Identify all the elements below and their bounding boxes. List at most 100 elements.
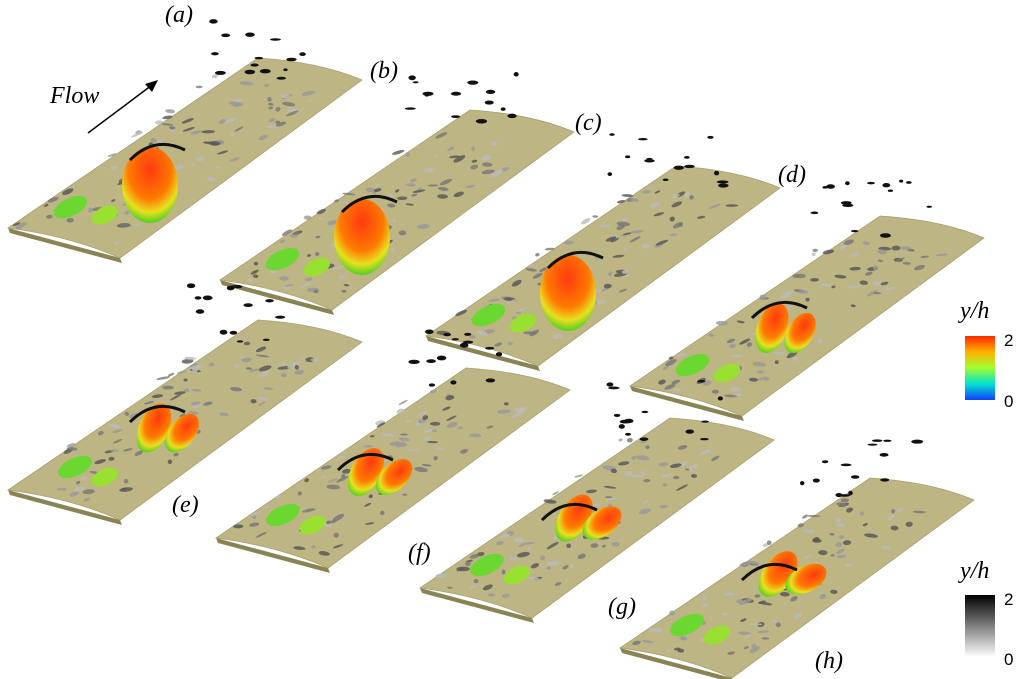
- vortex-high: [263, 339, 270, 341]
- vortex-high: [674, 166, 684, 170]
- colorbar-tick: 2: [1004, 590, 1013, 609]
- vortex-high: [501, 107, 506, 111]
- vortex-high: [196, 309, 205, 314]
- vortex-high: [203, 296, 213, 301]
- vortex-high: [640, 437, 649, 441]
- vortex: [313, 289, 318, 293]
- vortex-high: [251, 63, 259, 66]
- vortex-high: [842, 204, 853, 207]
- vortex: [167, 372, 174, 377]
- vortex-high: [221, 33, 230, 37]
- vortex-high: [231, 285, 238, 288]
- vortex-high: [867, 444, 877, 446]
- vortex-high: [899, 180, 903, 183]
- vortex-high: [507, 114, 516, 119]
- panel-label: (c): [575, 110, 602, 136]
- vortex-high: [514, 72, 519, 77]
- vortex-high: [452, 338, 459, 340]
- vortex-high: [697, 380, 705, 383]
- vortex-high: [476, 119, 487, 124]
- vortex-high: [888, 190, 893, 192]
- vortex-high: [718, 396, 723, 400]
- vortex-high: [283, 68, 287, 71]
- colorbar-title: y/h: [958, 558, 989, 584]
- vortex-high: [851, 230, 858, 232]
- figure: Flow y/h 2 0 y/h 2 0 (a)(b)(c)(d)(e)(f)(…: [0, 0, 1020, 679]
- panel-label: (h): [815, 648, 843, 674]
- vortex-high: [685, 430, 694, 434]
- vortex-high: [822, 460, 828, 463]
- vortex-high: [883, 440, 891, 442]
- vortex-high: [405, 107, 416, 109]
- flow-label: Flow: [49, 83, 99, 109]
- vortex-high: [485, 347, 494, 350]
- vortex-high: [880, 478, 889, 481]
- vortex-high: [841, 464, 852, 467]
- vortex-high: [880, 233, 891, 237]
- vortex-high: [625, 155, 630, 158]
- vortex-high: [684, 165, 695, 168]
- vortex-high: [707, 136, 713, 139]
- panel-label: (g): [608, 594, 636, 620]
- vortex-high: [641, 411, 648, 413]
- colorbar-tick: 2: [1004, 331, 1013, 350]
- colorbar-tick: 0: [1004, 392, 1013, 411]
- vortex-high: [700, 438, 709, 440]
- vortex-high: [245, 70, 256, 74]
- panel-label: (a): [165, 2, 193, 28]
- panel-label: (d): [778, 162, 806, 188]
- vortex: [792, 274, 799, 278]
- vortex-high: [608, 172, 613, 176]
- vortex-high: [408, 360, 419, 364]
- vortex: [802, 514, 809, 520]
- flow-arrow-head: [145, 80, 158, 92]
- vortex-high: [187, 283, 195, 288]
- vortex: [592, 215, 598, 218]
- vortex: [627, 438, 634, 443]
- vortex-high: [800, 481, 804, 485]
- colorbar: [965, 595, 995, 657]
- vortex: [702, 596, 707, 600]
- vortex-high: [911, 440, 923, 444]
- vortex-high: [255, 57, 264, 59]
- vortex-high: [811, 211, 819, 214]
- vortex-high: [464, 333, 471, 336]
- vortex-high: [496, 352, 502, 356]
- vortex-high: [195, 296, 202, 299]
- vortex-high: [718, 184, 729, 188]
- vortex-high: [425, 330, 434, 335]
- vortex-high: [275, 316, 285, 319]
- vortex-high: [429, 383, 435, 386]
- vortex: [165, 109, 175, 114]
- colorbar-tick: 0: [1004, 650, 1013, 669]
- vortex-high: [851, 475, 859, 479]
- vortex-high: [260, 69, 271, 73]
- vortex-high: [826, 184, 835, 188]
- vortex-high: [714, 171, 719, 176]
- vortex-high: [609, 133, 614, 136]
- vortex-high: [243, 303, 252, 307]
- vortex-high: [872, 439, 882, 442]
- vortex-high: [245, 33, 255, 37]
- vortex-high: [608, 387, 620, 390]
- vortex: [811, 252, 816, 256]
- vortex-high: [614, 414, 620, 417]
- vortex-high: [413, 81, 419, 83]
- vortex-high: [839, 494, 850, 497]
- vortex: [398, 399, 408, 406]
- vortex-high: [644, 159, 654, 162]
- vortex-high: [926, 206, 932, 208]
- vortex: [456, 567, 469, 572]
- vortex-high: [486, 378, 495, 382]
- vortex-high: [619, 424, 625, 429]
- vortex-high: [426, 359, 436, 363]
- vortex-high: [701, 421, 709, 423]
- vortex-high: [880, 453, 889, 457]
- vortex: [196, 86, 203, 89]
- vortex-high: [220, 330, 228, 335]
- vortex-high: [443, 333, 451, 336]
- panel-label: (e): [172, 492, 199, 518]
- vortex-high: [684, 156, 690, 159]
- vortex-high: [437, 356, 447, 361]
- panel-label: (b): [370, 58, 398, 84]
